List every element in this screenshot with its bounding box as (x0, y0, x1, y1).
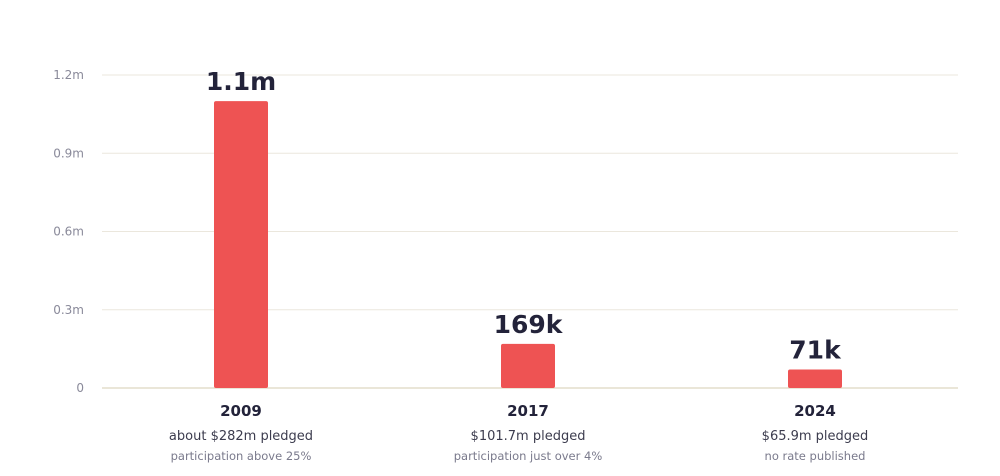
y-tick-label: 0.9m (53, 146, 84, 160)
x-category-label: 2017 (507, 402, 549, 420)
value-label: 1.1m (206, 67, 276, 96)
y-axis: 0 0.3m 0.6m 0.9m 1.2m (53, 68, 84, 395)
bar-2024 (788, 369, 842, 388)
bar-2009 (214, 101, 268, 388)
x-category-label: 2024 (794, 402, 836, 420)
pledge-note: $101.7m pledged (471, 429, 586, 444)
value-label: 71k (789, 335, 842, 364)
participation-note: no rate published (765, 449, 866, 463)
y-tick-label: 0 (76, 381, 84, 395)
y-tick-label: 1.2m (53, 68, 84, 82)
x-axis: 2009 about $282m pledged participation abo… (169, 402, 868, 463)
bar-2017 (501, 343, 555, 388)
x-category-label: 2009 (220, 402, 262, 420)
participation-note: participation just over 4% (454, 449, 603, 463)
value-label: 169k (494, 310, 564, 339)
y-tick-label: 0.3m (53, 303, 84, 317)
y-tick-label: 0.6m (53, 225, 84, 239)
bars: 1.1m 169k 71k (206, 67, 842, 388)
pledge-note: $65.9m pledged (762, 429, 869, 444)
participation-note: participation above 25% (171, 449, 312, 463)
pledge-note: about $282m pledged (169, 429, 313, 444)
